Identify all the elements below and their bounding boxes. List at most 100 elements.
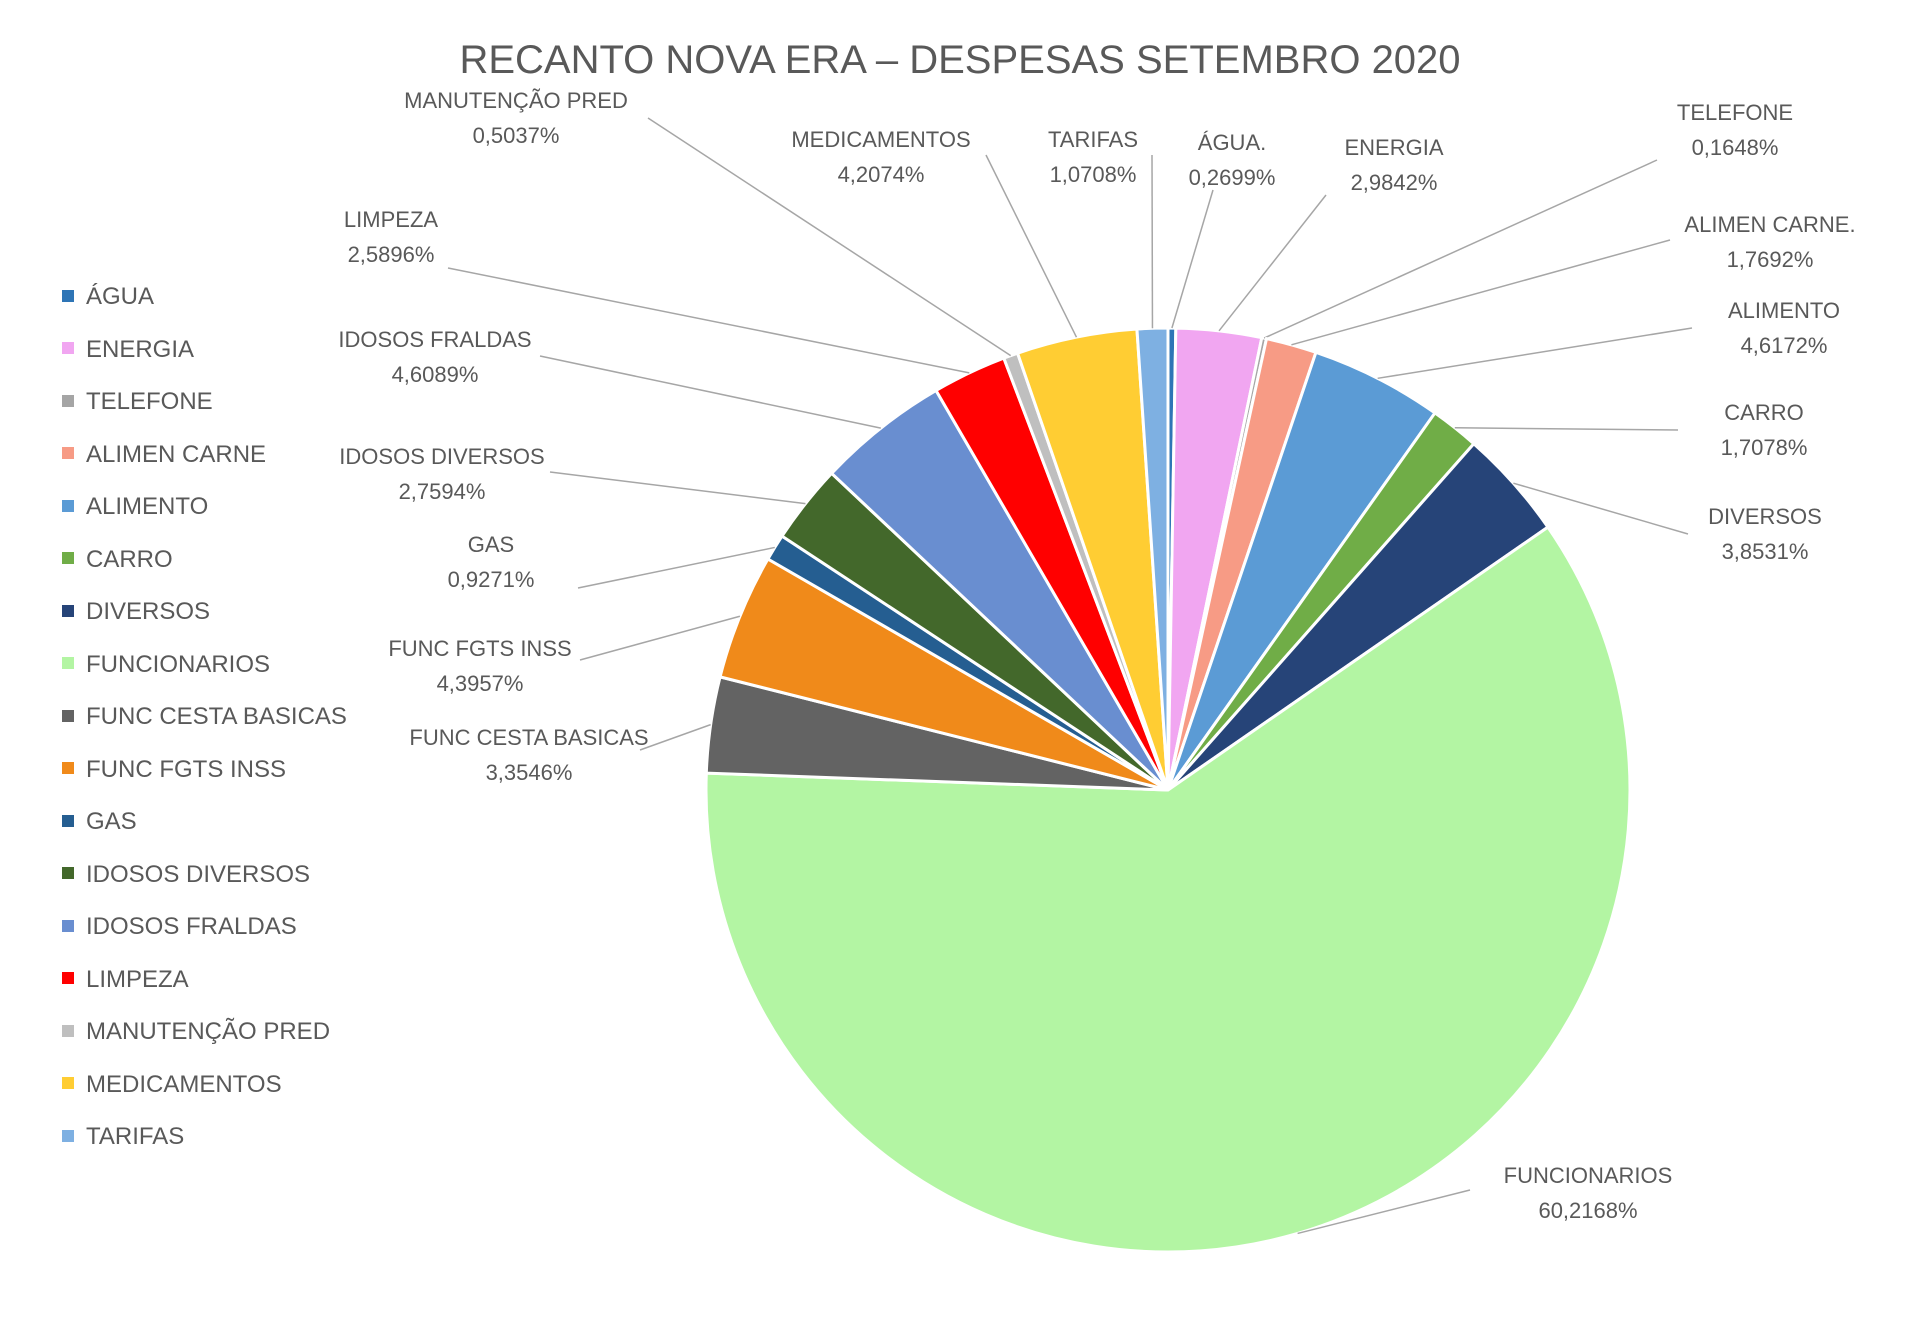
data-label: ENERGIA 2,9842% <box>1344 135 1443 195</box>
data-label-value: 4,2074% <box>838 162 925 187</box>
legend-label: IDOSOS DIVERSOS <box>86 860 311 888</box>
leader-line <box>579 615 741 661</box>
legend-swatch <box>62 289 74 302</box>
data-label-name: LIMPEZA <box>344 207 438 232</box>
legend-label: MEDICAMENTOS <box>86 1070 282 1098</box>
legend-item: GAS <box>62 807 137 837</box>
data-label-value: 0,1648% <box>1692 135 1779 160</box>
legend-item: IDOSOS DIVERSOS <box>62 860 310 890</box>
leader-line <box>1377 327 1693 380</box>
leader-line <box>1513 482 1689 535</box>
data-label-value: 0,5037% <box>473 123 560 148</box>
data-label-value: 0,2699% <box>1189 165 1276 190</box>
data-label-name: TARIFAS <box>1048 127 1138 152</box>
data-label: ALIMENTO 4,6172% <box>1728 298 1840 358</box>
legend-label: FUNCIONARIOS <box>86 650 271 678</box>
legend-item: FUNC CESTA BASICAS <box>62 702 347 732</box>
leader-line <box>549 471 806 505</box>
legend-item: IDOSOS FRALDAS <box>62 912 297 942</box>
leader-line <box>1263 159 1658 339</box>
legend-label: DIVERSOS <box>86 598 211 625</box>
data-label-value: 0,9271% <box>448 567 535 592</box>
legend-swatch <box>62 972 74 985</box>
data-label: ALIMEN CARNE. 1,7692% <box>1684 212 1855 272</box>
legend-item: TELEFONE <box>62 387 213 417</box>
leader-line <box>539 355 881 429</box>
legend-swatch <box>62 762 74 775</box>
legend-swatch <box>62 1129 74 1142</box>
data-label-name: DIVERSOS <box>1708 504 1822 529</box>
data-label: FUNC FGTS INSS 4,3957% <box>388 636 571 696</box>
legend-swatch <box>62 394 74 407</box>
leader-line <box>447 267 970 374</box>
leader-line <box>639 723 711 751</box>
legend-swatch <box>62 867 74 880</box>
data-label: FUNCIONARIOS 60,2168% <box>1504 1163 1673 1223</box>
leader-line <box>1171 189 1214 329</box>
legend-swatch <box>62 604 74 617</box>
data-label: MEDICAMENTOS 4,2074% <box>791 127 970 187</box>
data-label-name: GAS <box>468 532 514 557</box>
legend-item: LIMPEZA <box>62 965 189 995</box>
legend-label: IDOSOS FRALDAS <box>86 913 297 940</box>
pie-slice-funcionarios <box>704 525 1632 1254</box>
leader-line <box>1218 194 1327 332</box>
data-label-value: 3,3546% <box>486 760 573 785</box>
data-label: TELEFONE 0,1648% <box>1677 100 1793 160</box>
leader-line <box>985 154 1078 338</box>
chart-title: RECANTO NOVA ERA – DESPESAS SETEMBRO 202… <box>459 38 1461 82</box>
legend-item: ALIMEN CARNE <box>62 440 266 470</box>
legend-swatch <box>62 1024 74 1037</box>
data-label-name: MANUTENÇÃO PRED <box>404 88 628 113</box>
legend-item: TARIFAS <box>62 1122 184 1152</box>
legend-item: MANUTENÇÃO PRED <box>62 1017 330 1047</box>
legend-label: TELEFONE <box>86 388 213 415</box>
data-label-value: 60,2168% <box>1538 1198 1637 1223</box>
legend-label: ALIMENTO <box>86 493 209 520</box>
legend-item: DIVERSOS <box>62 597 210 627</box>
leader-line <box>577 546 775 589</box>
data-label-name: MEDICAMENTOS <box>791 127 970 152</box>
data-label: TARIFAS 1,0708% <box>1048 127 1138 187</box>
data-label-name: ÁGUA. <box>1198 130 1266 155</box>
legend-swatch <box>62 709 74 722</box>
legend-item: FUNC FGTS INSS <box>62 755 286 785</box>
data-label: MANUTENÇÃO PRED 0,5037% <box>404 88 628 148</box>
legend-label: FUNC CESTA BASICAS <box>86 703 347 730</box>
legend-swatch <box>62 814 74 827</box>
data-label-name: IDOSOS FRALDAS <box>338 327 531 352</box>
legend-item: CARRO <box>62 545 173 575</box>
legend-label: ENERGIA <box>86 335 195 363</box>
legend-label: MANUTENÇÃO PRED <box>86 1018 331 1045</box>
legend-label: ALIMEN CARNE <box>86 440 267 468</box>
data-label: IDOSOS FRALDAS 4,6089% <box>338 327 531 387</box>
data-label-value: 4,6089% <box>392 362 479 387</box>
data-label: IDOSOS DIVERSOS 2,7594% <box>339 444 544 504</box>
legend-item: MEDICAMENTOS <box>62 1070 282 1100</box>
data-label: GAS 0,9271% <box>448 532 535 592</box>
data-label-name: IDOSOS DIVERSOS <box>339 444 544 469</box>
legend-swatch <box>62 552 74 565</box>
data-label: FUNC CESTA BASICAS 3,3546% <box>409 725 648 785</box>
data-label-name: ENERGIA <box>1344 135 1443 160</box>
legend-swatch <box>62 657 74 670</box>
legend-label: ÁGUA <box>86 283 155 310</box>
legend-swatch <box>62 342 74 355</box>
data-label-value: 3,8531% <box>1722 539 1809 564</box>
data-label-value: 1,7692% <box>1727 247 1814 272</box>
leader-line <box>647 117 1012 357</box>
data-label-name: FUNCIONARIOS <box>1504 1163 1673 1188</box>
legend-label: CARRO <box>86 545 173 573</box>
legend-label: GAS <box>86 808 137 835</box>
legend-item: ÁGUA <box>62 282 154 312</box>
data-label-value: 2,9842% <box>1351 170 1438 195</box>
data-label-name: FUNC FGTS INSS <box>388 636 571 661</box>
data-label-value: 1,7078% <box>1721 435 1808 460</box>
legend-item: ENERGIA <box>62 335 194 365</box>
data-label: ÁGUA. 0,2699% <box>1189 130 1276 190</box>
legend-item: FUNCIONARIOS <box>62 650 270 680</box>
leader-line <box>1297 1189 1471 1235</box>
legend-label: FUNC FGTS INSS <box>86 755 287 783</box>
